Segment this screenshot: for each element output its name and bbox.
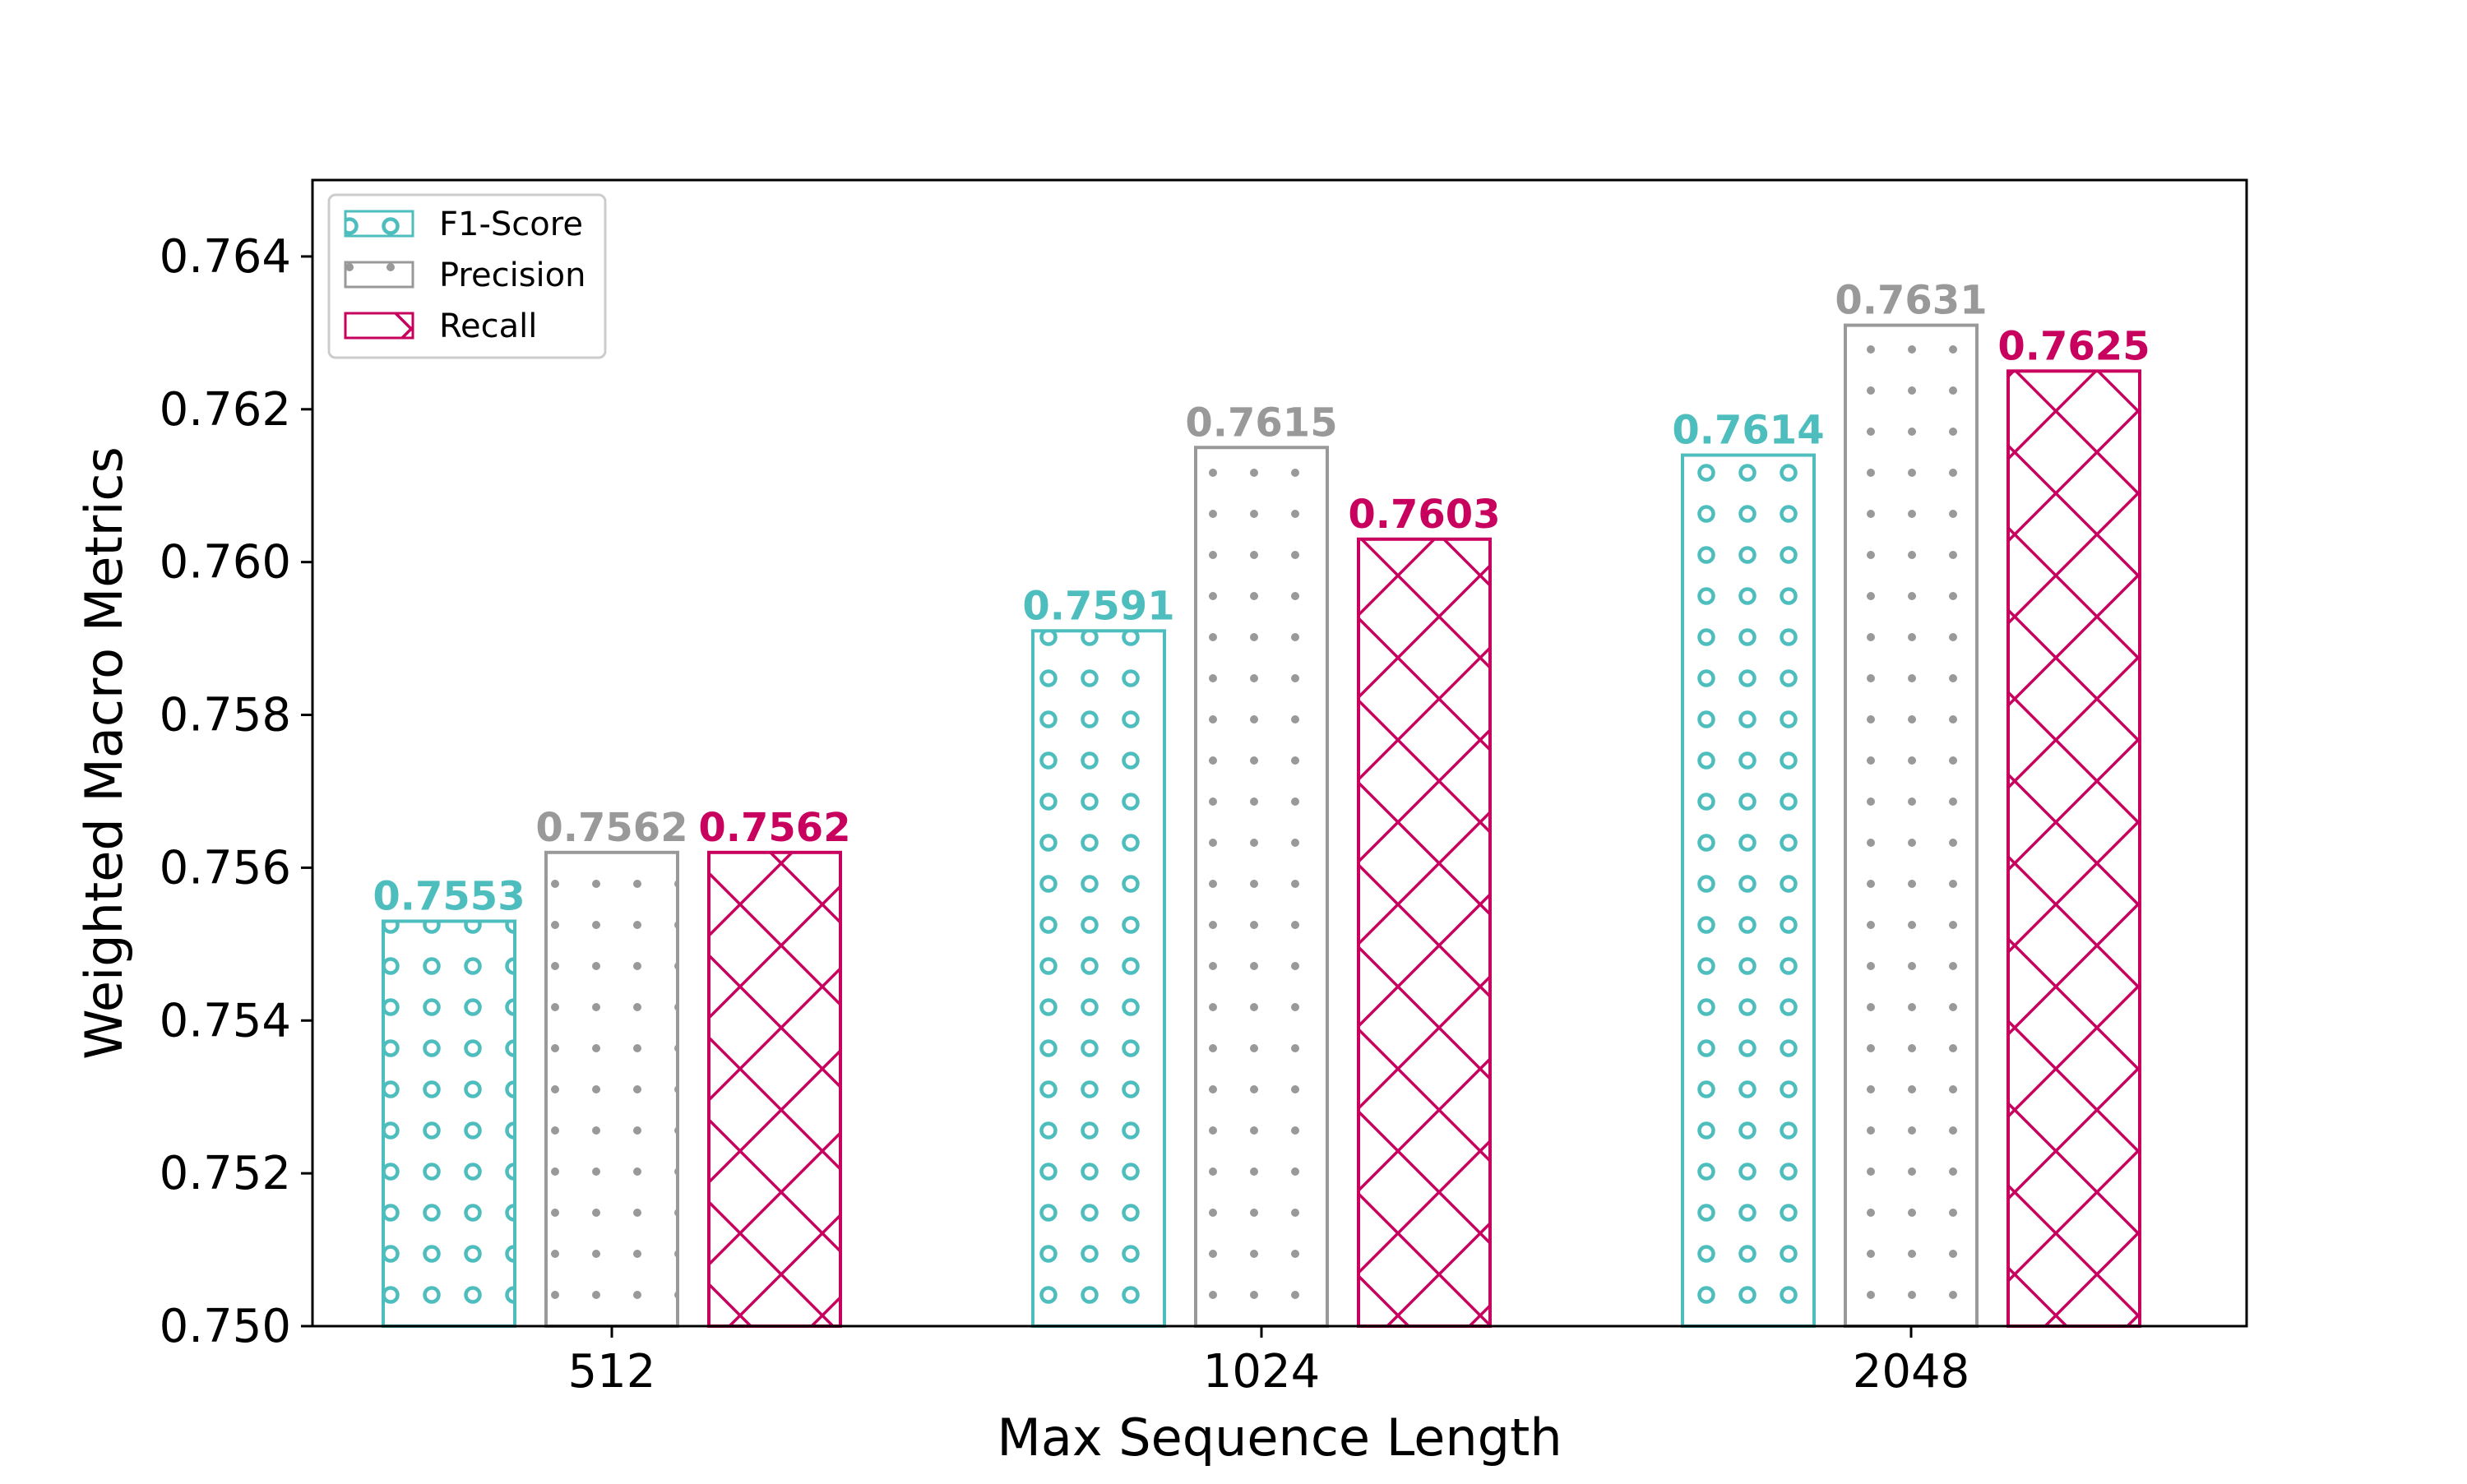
bar-recall-1024 [1357, 537, 1492, 1328]
value-label-recall-1024: 0.7603 [1348, 492, 1500, 538]
value-label-f1-score-1024: 0.7591 [1022, 583, 1174, 629]
bar-precision-512 [544, 850, 679, 1328]
x-tick-label-1024: 1024 [1203, 1345, 1321, 1398]
y-axis: 0.750 0.752 0.754 0.756 0.758 0.760 0.762 0.764 [160, 230, 312, 1353]
bar-precision-2048 [1844, 323, 1979, 1328]
legend-label-precision: Precision [439, 257, 586, 294]
legend-swatch-f1-score [344, 210, 414, 238]
y-tick-label: 0.752 [160, 1147, 291, 1200]
value-label-precision-512: 0.7562 [535, 805, 687, 851]
y-axis-title: Weighted Macro Metrics [74, 446, 134, 1060]
x-tick-label-2048: 2048 [1853, 1345, 1970, 1398]
value-label-recall-2048: 0.7625 [1997, 323, 2150, 369]
value-label-precision-1024: 0.7615 [1185, 400, 1337, 446]
y-tick-label: 0.750 [160, 1300, 291, 1353]
value-label-f1-score-512: 0.7553 [373, 873, 525, 919]
x-tick-label-512: 512 [568, 1345, 656, 1398]
y-tick-label: 0.762 [160, 383, 291, 437]
legend-swatch-recall [344, 312, 414, 340]
bar-f1-score-512 [382, 919, 516, 1329]
legend-swatch-precision [344, 261, 414, 289]
legend-label-recall: Recall [439, 307, 537, 345]
bar-f1-score-1024 [1031, 629, 1166, 1328]
y-tick-label: 0.760 [160, 536, 291, 589]
y-tick-label: 0.764 [160, 230, 291, 284]
legend: F1-Score Precision Recall [327, 193, 607, 359]
plot-frame [311, 178, 2248, 1328]
y-tick-label: 0.758 [160, 689, 291, 742]
bar-recall-2048 [2006, 369, 2141, 1328]
x-axis: 512 1024 2048 [568, 1326, 1970, 1398]
bar-precision-1024 [1194, 446, 1329, 1328]
bar-recall-512 [707, 850, 842, 1328]
bars-layer [382, 323, 2141, 1329]
y-tick-label: 0.756 [160, 841, 291, 895]
value-label-precision-2048: 0.7631 [1835, 278, 1987, 324]
x-axis-title: Max Sequence Length [997, 1408, 1562, 1468]
value-label-f1-score-2048: 0.7614 [1672, 408, 1824, 454]
bar-f1-score-2048 [1681, 453, 1816, 1328]
legend-label-f1-score: F1-Score [439, 206, 583, 243]
value-label-recall-512: 0.7562 [698, 805, 850, 851]
y-tick-label: 0.754 [160, 994, 291, 1047]
